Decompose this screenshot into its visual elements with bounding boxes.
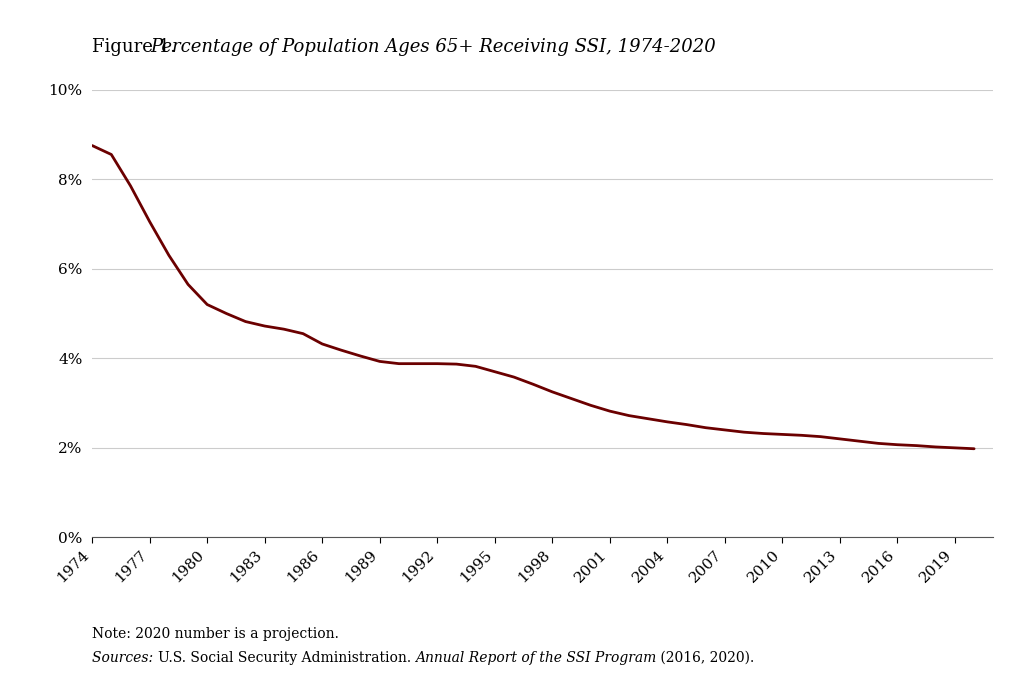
Text: U.S. Social Security Administration.: U.S. Social Security Administration. — [158, 651, 415, 665]
Text: Percentage of Population Ages 65+ Receiving SSI, 1974-2020: Percentage of Population Ages 65+ Receiv… — [151, 38, 716, 56]
Text: Note: 2020 number is a projection.: Note: 2020 number is a projection. — [92, 627, 339, 641]
Text: Annual Report of the SSI Program: Annual Report of the SSI Program — [415, 651, 656, 665]
Text: (2016, 2020).: (2016, 2020). — [656, 651, 755, 665]
Text: Figure 1.: Figure 1. — [92, 38, 182, 56]
Text: Sources:: Sources: — [92, 651, 158, 665]
